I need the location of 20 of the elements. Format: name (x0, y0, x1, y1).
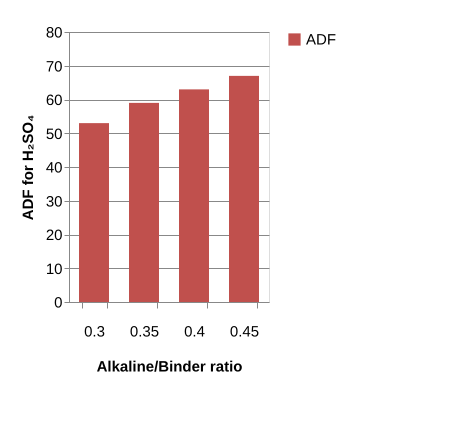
y-tick-label: 0 (54, 294, 62, 312)
x-tick-label: 0.4 (184, 324, 205, 340)
y-tick-label: 40 (46, 160, 62, 176)
bar (179, 89, 209, 302)
y-tick-label: 80 (46, 24, 62, 42)
x-tick-label: 0.3 (84, 324, 105, 340)
x-tick-label: 0.45 (230, 324, 260, 340)
y-tick-label: 60 (46, 92, 62, 109)
y-tick-label: 20 (46, 227, 62, 244)
y-tick-label: 50 (46, 126, 62, 143)
x-axis-title: Alkaline/Binder ratio (96, 358, 242, 376)
bar (229, 76, 259, 302)
y-tick-label: 30 (46, 193, 62, 210)
legend-label: ADF (306, 32, 336, 48)
x-tick-label: 0.35 (130, 324, 160, 340)
y-tick-label: 70 (46, 58, 62, 76)
bar (129, 102, 159, 302)
y-tick-label: 10 (46, 260, 62, 278)
bar (79, 123, 109, 302)
y-axis-title: ADF for H₂SO₄ (20, 114, 37, 220)
